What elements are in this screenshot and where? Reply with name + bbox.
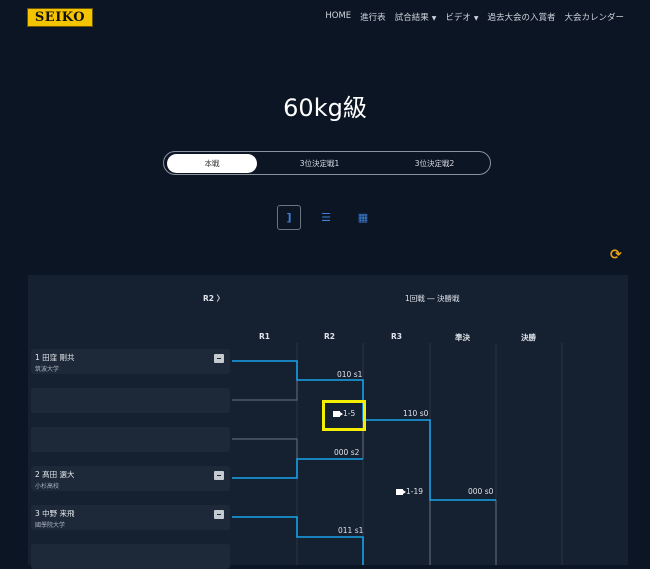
player-slot-empty xyxy=(31,388,230,413)
round-nav-button[interactable]: R2 〉 xyxy=(203,294,225,303)
round-header-semifinal: 準決 xyxy=(455,333,470,342)
match-score: 000 s2 xyxy=(334,448,360,457)
player-slot[interactable]: 2 髙田 選大 小杉高校 xyxy=(31,466,230,491)
caret-down-icon: ▼ xyxy=(431,15,437,22)
player-team: 小杉高校 xyxy=(35,483,60,490)
tab-third-place-2[interactable]: 3位決定戦2 xyxy=(414,158,455,168)
bracket-tabs: 本戦 3位決定戦1 3位決定戦2 xyxy=(163,151,491,175)
nav-home[interactable]: HOME xyxy=(325,11,352,21)
view-toggle: ] ☰ ▦ xyxy=(277,205,375,230)
video-match-number: 1-5 xyxy=(343,409,356,418)
round-header-final: 決勝 xyxy=(521,333,536,342)
bracket-view-button[interactable]: ] xyxy=(277,205,301,230)
match-score: 010 s1 xyxy=(337,370,363,379)
player-slot[interactable]: 3 中野 来飛 國學院大学 xyxy=(31,505,230,530)
match-score: 110 s0 xyxy=(403,409,429,418)
player-name: 2 髙田 選大 xyxy=(35,470,75,479)
video-camera-icon xyxy=(333,411,343,417)
winner-lines xyxy=(232,360,496,565)
nav-past-winners[interactable]: 過去大会の入賞者 xyxy=(487,13,556,23)
video-match-number: 1-19 xyxy=(406,487,424,496)
list-view-button[interactable]: ☰ xyxy=(314,205,338,230)
nav-calendar[interactable]: 大会カレンダー xyxy=(564,13,624,23)
refresh-icon[interactable]: ⟳ xyxy=(610,247,622,263)
archive-icon[interactable] xyxy=(214,510,224,519)
player-team: 國學院大学 xyxy=(35,522,66,529)
archive-icon[interactable] xyxy=(214,471,224,480)
round-header-r1: R1 xyxy=(259,332,270,341)
video-camera-icon xyxy=(396,489,406,495)
tab-third-place-1[interactable]: 3位決定戦1 xyxy=(299,158,340,168)
bracket-panel: R2 〉 1回戦 ― 決勝戦 R1 R2 R3 準決 決勝 1 田窪 剛共 筑波大… xyxy=(28,275,628,569)
round-header-r3: R3 xyxy=(391,332,402,341)
player-slot-empty xyxy=(31,427,230,452)
nav-results[interactable]: 試合結果 ▼ xyxy=(395,11,437,23)
player-slot-empty xyxy=(31,544,230,569)
round-header-r2: R2 xyxy=(324,332,335,341)
round-range-label: 1回戦 ― 決勝戦 xyxy=(405,294,460,303)
player-team: 筑波大学 xyxy=(35,366,60,373)
player-slot[interactable]: 1 田窪 剛共 筑波大学 xyxy=(31,349,230,374)
player-name: 3 中野 来飛 xyxy=(35,509,75,518)
match-score: 011 s1 xyxy=(338,526,364,535)
match-score: 000 s0 xyxy=(468,487,494,496)
main-nav: HOME 進行表 試合結果 ▼ ビデオ ▼ 過去大会の入賞者 大会カレンダー xyxy=(325,11,624,23)
grid-icon: ▦ xyxy=(357,211,369,224)
caret-down-icon: ▼ xyxy=(473,15,479,22)
player-name: 1 田窪 剛共 xyxy=(35,353,75,362)
video-link[interactable]: 1-19 xyxy=(396,487,423,496)
page-title: 60kg級 xyxy=(283,94,367,122)
bracket-icon: ] xyxy=(286,211,292,224)
grid-view-button[interactable]: ▦ xyxy=(351,205,375,230)
nav-video-label: ビデオ xyxy=(445,13,471,23)
nav-video[interactable]: ビデオ ▼ xyxy=(445,11,478,23)
nav-schedule[interactable]: 進行表 xyxy=(360,13,386,23)
nav-results-label: 試合結果 xyxy=(394,13,429,23)
highlight-box xyxy=(322,400,366,431)
tab-main[interactable]: 本戦 xyxy=(167,153,257,173)
archive-icon[interactable] xyxy=(214,354,224,363)
seiko-logo[interactable]: SEIKO xyxy=(27,8,93,27)
video-link[interactable]: 1-5 xyxy=(333,409,355,418)
list-icon: ☰ xyxy=(321,211,331,224)
